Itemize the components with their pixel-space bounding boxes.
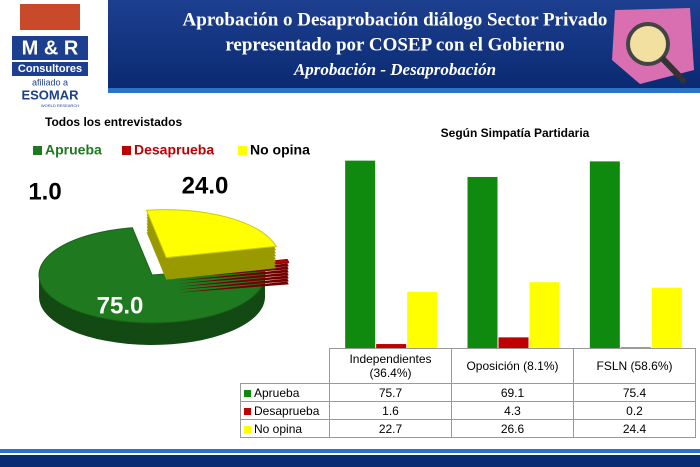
data-label: 24.0: [182, 172, 229, 199]
esomar-sub: WORLD RESEARCH: [41, 103, 79, 108]
bar: [498, 337, 529, 348]
category-label: FSLN (58.6%): [573, 348, 696, 384]
category-label: Independientes (36.4%): [329, 348, 452, 384]
bar: [589, 161, 620, 348]
footer-stripe: [0, 449, 700, 453]
legend-swatch: [244, 389, 251, 397]
data-table: Independientes (36.4%) Oposición (8.1%) FS…: [240, 348, 696, 438]
pie-slice: [38, 227, 266, 324]
table-value: 69.1: [451, 383, 574, 402]
magnifier: [626, 22, 670, 66]
legend-swatch: [244, 407, 251, 415]
table-value: 0.2: [573, 401, 696, 420]
logo-box: [12, 36, 88, 60]
bar-title: Según Simpatía Partidaria: [441, 126, 590, 140]
table-value: 22.7: [329, 419, 452, 438]
table-row: No opina 22.7 26.6 24.4: [240, 419, 696, 438]
table-header-row: Independientes (36.4%) Oposición (8.1%) FS…: [241, 348, 696, 384]
legend-cell: Aprueba: [240, 383, 330, 402]
logo-sub: Consultores: [18, 63, 82, 75]
pie-title: Todos los entrevistados: [45, 115, 182, 129]
bar: [651, 287, 682, 348]
table-row: Aprueba 75.7 69.1 75.4: [240, 383, 696, 402]
pie-side: [177, 269, 289, 281]
table-value: 4.3: [451, 401, 574, 420]
footer-band: [0, 455, 700, 467]
title-line1: Aprobación o Desaprobación diálogo Secto…: [183, 9, 608, 30]
title-line2: representado por COSEP con el Gobierno: [225, 34, 564, 55]
legend-swatch: [33, 146, 42, 155]
bar: [407, 291, 438, 348]
legend-cell: No opina: [240, 419, 330, 438]
legend-swatch: [238, 146, 247, 155]
bar: [529, 282, 560, 348]
table-value: 24.4: [573, 419, 696, 438]
header-stripe: [0, 88, 700, 93]
table-value: 26.6: [451, 419, 574, 438]
legend-swatch: [122, 146, 131, 155]
legend-swatch: [244, 425, 251, 433]
table-row: Desaprueba 1.6 4.3 0.2: [240, 401, 696, 420]
legend-label: No opina: [250, 142, 310, 158]
legend-label: Desaprueba: [254, 403, 320, 418]
table-corner: [241, 349, 330, 384]
legend-label: Aprueba: [45, 142, 102, 158]
pie-side: [177, 281, 289, 293]
category-label: Oposición (8.1%): [451, 348, 574, 384]
bar: [345, 160, 376, 348]
logo-text: M & R: [22, 37, 79, 59]
legend-label: Desaprueba: [134, 142, 214, 158]
pie-side: [177, 278, 289, 290]
bar: [376, 344, 407, 348]
legend-label: No opina: [254, 421, 303, 436]
legend-cell: Desaprueba: [240, 401, 330, 420]
data-label: 75.0: [97, 292, 144, 319]
magnifier-handle: [659, 55, 688, 85]
pie-slice: [145, 209, 277, 259]
logo-sub-box: [12, 62, 88, 76]
pie-side: [177, 275, 289, 287]
header-band: [0, 0, 700, 88]
logo-icon: [20, 4, 80, 30]
table-value: 75.4: [573, 383, 696, 402]
pie-side: [177, 272, 289, 284]
affiliate: afiliado a: [32, 77, 68, 87]
table-value: 75.7: [329, 383, 452, 402]
table-value: 1.6: [329, 401, 452, 420]
legend-label: Aprueba: [254, 385, 300, 400]
data-label: 1.0: [28, 178, 61, 205]
esomar: ESOMAR: [21, 87, 79, 102]
bar: [467, 176, 498, 348]
subtitle: Aprobación - Desaprobación: [293, 60, 496, 79]
